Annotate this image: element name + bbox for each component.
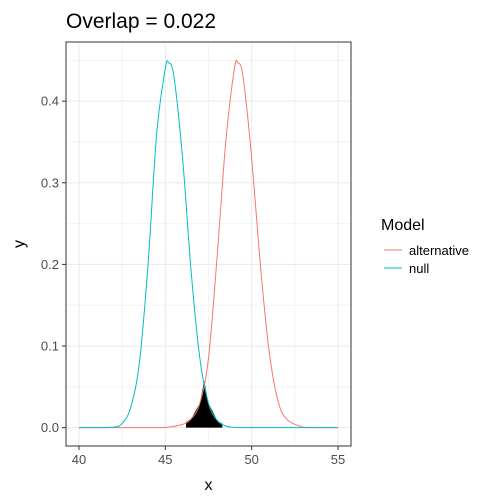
chart-title: Overlap = 0.022 <box>66 10 216 33</box>
legend-label-null: null <box>409 261 429 276</box>
legend-label-alternative: alternative <box>409 243 469 258</box>
y-axis-title: y <box>11 240 28 248</box>
x-tick-label: 50 <box>244 452 258 467</box>
x-tick-label: 55 <box>331 452 345 467</box>
axes: 40 45 50 55 0.0 0.1 0.2 0.3 0.4 <box>41 94 345 467</box>
series-line-null <box>78 60 339 429</box>
x-tick-label: 45 <box>158 452 172 467</box>
panel-border <box>65 41 352 447</box>
legend-title: Model <box>381 217 425 234</box>
x-tick-label: 40 <box>72 452 86 467</box>
series-line-alternative <box>78 59 339 429</box>
y-tick-label: 0.2 <box>41 257 59 272</box>
x-axis-title: x <box>205 477 213 494</box>
legend: Model alternative null <box>381 217 469 276</box>
overlap-fill <box>186 380 223 428</box>
overlap-area <box>186 380 223 428</box>
y-tick-label: 0.3 <box>41 175 59 190</box>
grid-lines <box>66 42 351 446</box>
y-tick-label: 0.4 <box>41 94 59 109</box>
y-tick-label: 0.1 <box>41 339 59 354</box>
y-tick-label: 0.0 <box>41 420 59 435</box>
series-lines <box>78 59 339 429</box>
